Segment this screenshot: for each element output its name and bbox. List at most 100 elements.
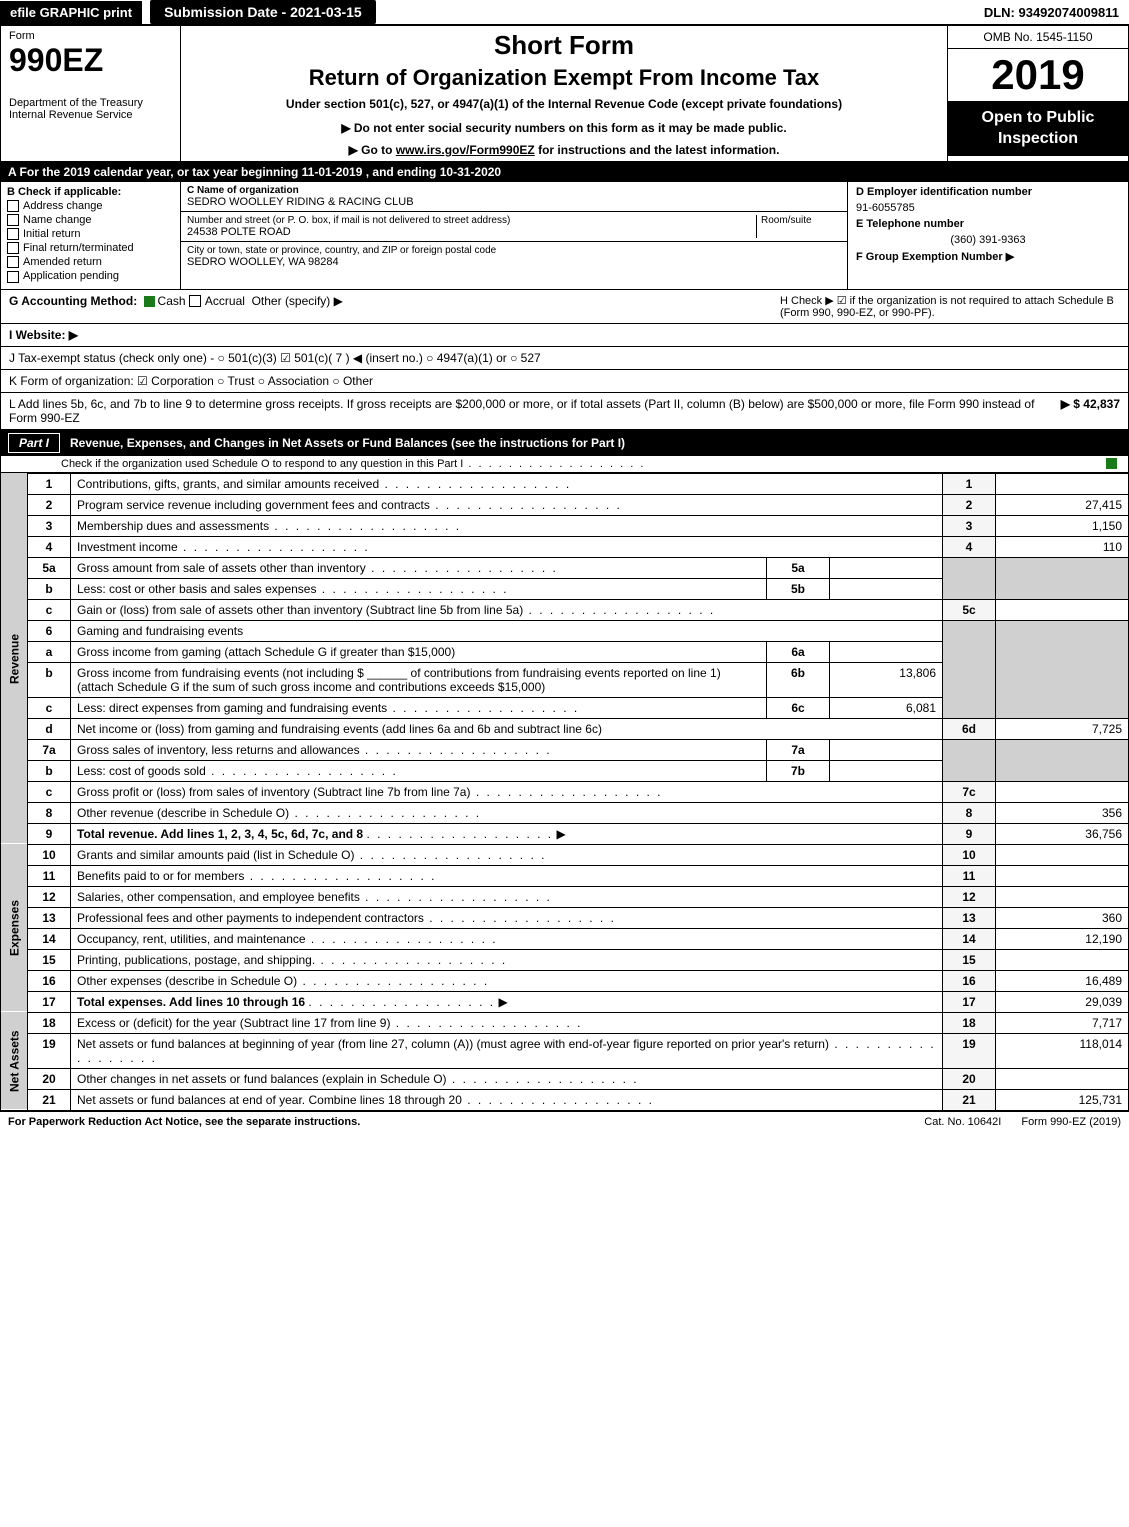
other-label: Other (specify) ▶ bbox=[252, 294, 343, 308]
line-5b-inner: 5b bbox=[767, 578, 830, 599]
phone-value: (360) 391-9363 bbox=[856, 234, 1120, 246]
line-6-desc: Gaming and fundraising events bbox=[71, 620, 943, 641]
part-1-header: Part I Revenue, Expenses, and Changes in… bbox=[0, 430, 1129, 456]
line-9-box: 9 bbox=[943, 823, 996, 844]
city-label: City or town, state or province, country… bbox=[187, 245, 841, 256]
phone-label: E Telephone number bbox=[856, 218, 1120, 230]
return-title: Return of Organization Exempt From Incom… bbox=[189, 65, 939, 91]
line-10-desc: Grants and similar amounts paid (list in… bbox=[71, 844, 943, 865]
line-6c-val: 6,081 bbox=[830, 697, 943, 718]
line-6c-desc: Less: direct expenses from gaming and fu… bbox=[71, 697, 767, 718]
gross-receipts-text: L Add lines 5b, 6c, and 7b to line 9 to … bbox=[9, 397, 1061, 425]
line-8-box: 8 bbox=[943, 802, 996, 823]
revenue-side-label: Revenue bbox=[1, 473, 28, 844]
chk-initial-return[interactable]: Initial return bbox=[7, 228, 174, 240]
line-17-amt: 29,039 bbox=[996, 991, 1129, 1012]
ssn-notice: ▶ Do not enter social security numbers o… bbox=[189, 121, 939, 135]
line-6d-desc: Net income or (loss) from gaming and fun… bbox=[71, 718, 943, 739]
line-14-amt: 12,190 bbox=[996, 928, 1129, 949]
header-left: Form 990EZ Department of the Treasury In… bbox=[1, 26, 181, 161]
page-footer: For Paperwork Reduction Act Notice, see … bbox=[0, 1111, 1129, 1132]
org-name-label: C Name of organization bbox=[187, 185, 841, 196]
chk-name-change[interactable]: Name change bbox=[7, 214, 174, 226]
tax-exempt-status: J Tax-exempt status (check only one) - ○… bbox=[9, 351, 541, 365]
irs-link[interactable]: www.irs.gov/Form990EZ bbox=[396, 143, 535, 157]
line-10-num: 10 bbox=[28, 844, 71, 865]
header-right: OMB No. 1545-1150 2019 Open to Public In… bbox=[947, 26, 1128, 161]
line-13-desc: Professional fees and other payments to … bbox=[71, 907, 943, 928]
line-14-desc: Occupancy, rent, utilities, and maintena… bbox=[71, 928, 943, 949]
line-13-box: 13 bbox=[943, 907, 996, 928]
line-6b-val: 13,806 bbox=[830, 662, 943, 697]
line-4-box: 4 bbox=[943, 536, 996, 557]
accrual-label: Accrual bbox=[205, 294, 245, 308]
line-7c-desc: Gross profit or (loss) from sales of inv… bbox=[71, 781, 943, 802]
chk-accrual[interactable] bbox=[189, 295, 201, 307]
line-14-box: 14 bbox=[943, 928, 996, 949]
line-6c-num: c bbox=[28, 697, 71, 718]
cash-label: Cash bbox=[158, 294, 186, 308]
line-21-amt: 125,731 bbox=[996, 1089, 1129, 1110]
section-d-e-f: D Employer identification number 91-6055… bbox=[848, 182, 1128, 289]
line-7c-box: 7c bbox=[943, 781, 996, 802]
paperwork-notice: For Paperwork Reduction Act Notice, see … bbox=[8, 1116, 904, 1128]
line-3-amt: 1,150 bbox=[996, 515, 1129, 536]
line-5c-num: c bbox=[28, 599, 71, 620]
ein-label: D Employer identification number bbox=[856, 186, 1120, 198]
line-5b-num: b bbox=[28, 578, 71, 599]
shade-7ab bbox=[943, 739, 996, 781]
line-15-desc: Printing, publications, postage, and shi… bbox=[71, 949, 943, 970]
omb-number: OMB No. 1545-1150 bbox=[948, 26, 1128, 49]
cat-no: Cat. No. 10642I bbox=[924, 1116, 1001, 1128]
accounting-method: G Accounting Method: Cash Accrual Other … bbox=[9, 294, 780, 319]
line-7c-amt bbox=[996, 781, 1129, 802]
g-label: G Accounting Method: bbox=[9, 294, 137, 308]
line-8-num: 8 bbox=[28, 802, 71, 823]
line-6b-desc: Gross income from fundraising events (no… bbox=[71, 662, 767, 697]
line-13-num: 13 bbox=[28, 907, 71, 928]
line-7a-num: 7a bbox=[28, 739, 71, 760]
line-4-amt: 110 bbox=[996, 536, 1129, 557]
line-17-desc: Total expenses. Add lines 10 through 16 … bbox=[71, 991, 943, 1012]
ein-value: 91-6055785 bbox=[856, 202, 1120, 214]
street-label: Number and street (or P. O. box, if mail… bbox=[187, 215, 756, 226]
line-18-box: 18 bbox=[943, 1012, 996, 1033]
line-5a-desc: Gross amount from sale of assets other t… bbox=[71, 557, 767, 578]
chk-final-return[interactable]: Final return/terminated bbox=[7, 242, 174, 254]
line-17-box: 17 bbox=[943, 991, 996, 1012]
chk-schedule-o-icon bbox=[1106, 458, 1117, 469]
efile-label[interactable]: efile GRAPHIC print bbox=[0, 1, 142, 24]
expenses-side-label: Expenses bbox=[1, 844, 28, 1012]
group-exemption-label: F Group Exemption Number ▶ bbox=[856, 250, 1120, 263]
submission-date: Submission Date - 2021-03-15 bbox=[150, 0, 376, 24]
line-2-box: 2 bbox=[943, 494, 996, 515]
line-12-amt bbox=[996, 886, 1129, 907]
form-number: 990EZ bbox=[9, 42, 172, 79]
header-center: Short Form Return of Organization Exempt… bbox=[181, 26, 947, 161]
part-1-label: Part I bbox=[8, 433, 60, 453]
city-state-zip: SEDRO WOOLLEY, WA 98284 bbox=[187, 256, 841, 268]
line-6a-desc: Gross income from gaming (attach Schedul… bbox=[71, 641, 767, 662]
line-20-num: 20 bbox=[28, 1068, 71, 1089]
under-section: Under section 501(c), 527, or 4947(a)(1)… bbox=[189, 97, 939, 111]
line-7b-num: b bbox=[28, 760, 71, 781]
chk-address-change[interactable]: Address change bbox=[7, 200, 174, 212]
section-c: C Name of organization SEDRO WOOLLEY RID… bbox=[181, 182, 848, 289]
chk-application-pending[interactable]: Application pending bbox=[7, 270, 174, 282]
irs-label: Internal Revenue Service bbox=[9, 109, 172, 121]
line-5a-num: 5a bbox=[28, 557, 71, 578]
line-3-desc: Membership dues and assessments bbox=[71, 515, 943, 536]
shade-6-amt bbox=[996, 620, 1129, 718]
part-1-table: Revenue 1 Contributions, gifts, grants, … bbox=[0, 473, 1129, 1111]
line-2-desc: Program service revenue including govern… bbox=[71, 494, 943, 515]
line-9-desc: Total revenue. Add lines 1, 2, 3, 4, 5c,… bbox=[71, 823, 943, 844]
line-5a-inner: 5a bbox=[767, 557, 830, 578]
line-6c-inner: 6c bbox=[767, 697, 830, 718]
line-6b-num: b bbox=[28, 662, 71, 697]
line-18-num: 18 bbox=[28, 1012, 71, 1033]
info-block: B Check if applicable: Address change Na… bbox=[0, 182, 1129, 290]
top-bar: efile GRAPHIC print Submission Date - 20… bbox=[0, 0, 1129, 25]
line-7b-desc: Less: cost of goods sold bbox=[71, 760, 767, 781]
chk-amended-return[interactable]: Amended return bbox=[7, 256, 174, 268]
line-12-box: 12 bbox=[943, 886, 996, 907]
